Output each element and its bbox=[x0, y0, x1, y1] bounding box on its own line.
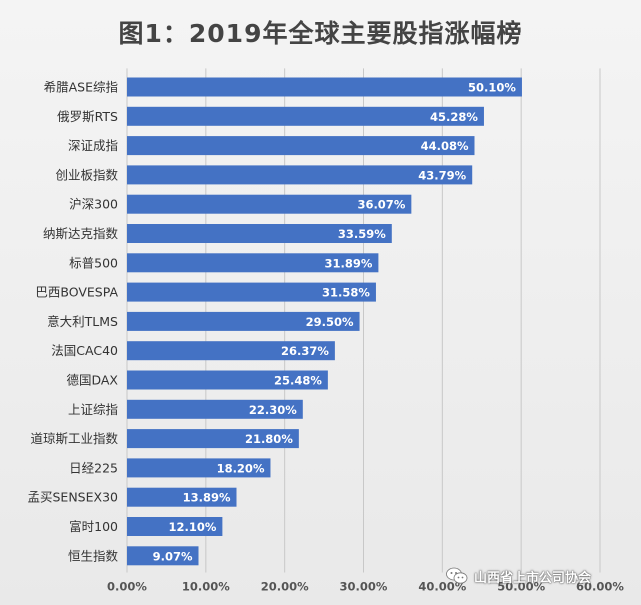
bar bbox=[127, 311, 360, 331]
data-label: 12.10% bbox=[168, 520, 216, 534]
data-label: 50.10% bbox=[468, 81, 516, 95]
category-label: 意大利TLMS bbox=[47, 314, 118, 329]
data-label: 18.20% bbox=[217, 461, 265, 475]
bar bbox=[127, 458, 271, 478]
data-label: 36.07% bbox=[357, 198, 405, 212]
category-label: 恒生指数 bbox=[68, 548, 119, 563]
data-label: 29.50% bbox=[306, 315, 354, 329]
labels: 0.00% 10.00% 20.00% 30.00% 40.00% 50.00% 60.00… bbox=[28, 80, 625, 594]
category-label: 富时100 bbox=[69, 519, 118, 534]
data-label: 26.37% bbox=[281, 344, 329, 358]
wechat-icon bbox=[446, 567, 468, 585]
category-label: 德国DAX bbox=[66, 373, 118, 388]
x-tick-label: 40.00% bbox=[418, 579, 466, 593]
category-label: 纳斯达克指数 bbox=[43, 226, 119, 241]
bar bbox=[127, 253, 379, 273]
x-tick-label: 10.00% bbox=[182, 579, 230, 593]
data-label: 31.89% bbox=[324, 256, 372, 270]
category-label: 法国CAC40 bbox=[51, 343, 118, 358]
bar bbox=[127, 341, 335, 361]
x-tick-label: 0.00% bbox=[107, 579, 147, 593]
bar bbox=[127, 77, 522, 97]
bar bbox=[127, 165, 473, 185]
category-label: 创业板指数 bbox=[55, 167, 118, 182]
category-label: 孟买SENSEX30 bbox=[28, 490, 119, 505]
category-label: 巴西BOVESPA bbox=[35, 285, 118, 300]
data-label: 31.58% bbox=[322, 286, 370, 300]
data-label: 22.30% bbox=[249, 403, 297, 417]
bar bbox=[127, 194, 412, 214]
bar bbox=[127, 487, 237, 507]
data-label: 43.79% bbox=[418, 168, 466, 182]
category-label: 上证综指 bbox=[68, 402, 118, 417]
bar bbox=[127, 370, 328, 390]
x-tick-label: 60.00% bbox=[576, 579, 624, 593]
data-label: 9.07% bbox=[153, 549, 193, 563]
data-label: 45.28% bbox=[430, 110, 478, 124]
x-tick-label: 20.00% bbox=[261, 579, 309, 593]
category-label: 标普500 bbox=[69, 255, 118, 270]
bar bbox=[127, 106, 484, 126]
bar bbox=[127, 136, 475, 156]
category-label: 日经225 bbox=[69, 460, 118, 475]
bar bbox=[127, 399, 303, 419]
category-label: 沪深300 bbox=[69, 197, 118, 212]
category-label: 希腊ASE综指 bbox=[44, 80, 118, 95]
data-label: 44.08% bbox=[421, 139, 469, 153]
bar bbox=[127, 429, 299, 449]
x-tick-label: 50.00% bbox=[497, 579, 545, 593]
category-label: 深证成指 bbox=[68, 138, 118, 153]
watermark-text: 山西省上市公司协会 bbox=[474, 570, 592, 586]
bar bbox=[127, 546, 199, 566]
bar bbox=[127, 224, 392, 243]
bar bbox=[127, 282, 376, 302]
chart-title: 图1：2019年全球主要股指涨幅榜 bbox=[118, 19, 523, 48]
category-label: 道琼斯工业指数 bbox=[30, 431, 118, 446]
data-label: 13.89% bbox=[183, 491, 231, 505]
data-label: 33.59% bbox=[338, 227, 386, 241]
bars bbox=[127, 77, 522, 566]
watermark: 山西省上市公司协会 bbox=[446, 565, 591, 587]
x-tick-label: 30.00% bbox=[340, 579, 388, 593]
data-label: 21.80% bbox=[245, 432, 293, 446]
bar bbox=[127, 517, 223, 536]
category-label: 俄罗斯RTS bbox=[57, 109, 118, 124]
data-label: 25.48% bbox=[274, 374, 322, 388]
